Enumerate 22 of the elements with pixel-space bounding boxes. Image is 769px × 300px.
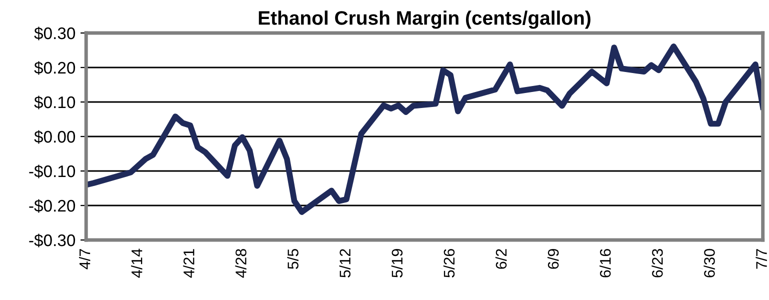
x-tick-label: 4/28: [235, 248, 246, 278]
y-tick-label: $0.20: [34, 61, 76, 75]
x-tick-label: 5/26: [443, 249, 455, 278]
chart-title: Ethanol Crush Margin (cents/gallon): [258, 10, 590, 29]
x-tick-label: 4/14: [131, 248, 142, 278]
y-tick-label: $0.10: [34, 96, 76, 110]
x-tick-label: 6/16: [600, 249, 611, 278]
y-tick-label: -$0.20: [29, 199, 76, 213]
x-tick-label: 6/2: [495, 249, 507, 269]
x-tick-label: 7/7: [756, 249, 767, 269]
x-tick-label: 6/30: [704, 248, 715, 278]
x-tick-label: 5/12: [339, 249, 351, 278]
y-tick-label: -$0.30: [29, 234, 76, 248]
x-tick-label: 5/5: [287, 248, 298, 269]
x-tick-label: 4/21: [183, 249, 194, 278]
y-tick-label: $0.30: [34, 26, 76, 40]
x-tick-label: 6/9: [548, 249, 559, 269]
x-tick-label: 6/23: [652, 249, 663, 278]
y-tick-label: $0.00: [34, 130, 76, 144]
x-tick-label: 5/19: [391, 249, 403, 278]
x-tick-label: 4/7: [79, 249, 90, 270]
y-tick-label: -$0.10: [29, 164, 76, 178]
